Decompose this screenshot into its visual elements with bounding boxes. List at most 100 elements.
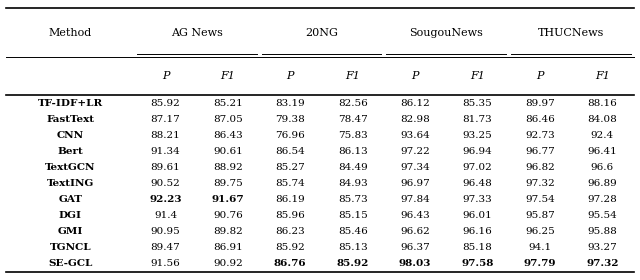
Text: 97.84: 97.84 — [400, 195, 430, 204]
Text: GMI: GMI — [58, 227, 83, 236]
Text: 97.32: 97.32 — [525, 179, 555, 188]
Text: 86.76: 86.76 — [274, 259, 307, 268]
Text: 76.96: 76.96 — [275, 131, 305, 140]
Text: F1: F1 — [595, 71, 610, 81]
Text: 92.23: 92.23 — [149, 195, 182, 204]
Text: 79.38: 79.38 — [275, 115, 305, 124]
Text: 85.21: 85.21 — [213, 99, 243, 108]
Text: 85.15: 85.15 — [338, 211, 367, 220]
Text: 86.23: 86.23 — [275, 227, 305, 236]
Text: P: P — [287, 71, 294, 81]
Text: 78.47: 78.47 — [338, 115, 367, 124]
Text: 85.13: 85.13 — [338, 243, 367, 252]
Text: 86.13: 86.13 — [338, 147, 367, 156]
Text: 97.79: 97.79 — [524, 259, 556, 268]
Text: 86.12: 86.12 — [400, 99, 430, 108]
Text: 93.64: 93.64 — [400, 131, 430, 140]
Text: 97.34: 97.34 — [400, 163, 430, 172]
Text: AG News: AG News — [171, 28, 223, 38]
Text: 97.58: 97.58 — [461, 259, 493, 268]
Text: SE-GCL: SE-GCL — [48, 259, 93, 268]
Text: 90.92: 90.92 — [213, 259, 243, 268]
Text: 86.43: 86.43 — [213, 131, 243, 140]
Text: F1: F1 — [470, 71, 485, 81]
Text: 85.74: 85.74 — [275, 179, 305, 188]
Text: 85.92: 85.92 — [337, 259, 369, 268]
Text: 85.18: 85.18 — [463, 243, 492, 252]
Text: 90.52: 90.52 — [150, 179, 180, 188]
Text: 90.76: 90.76 — [213, 211, 243, 220]
Text: F1: F1 — [345, 71, 360, 81]
Text: 97.54: 97.54 — [525, 195, 555, 204]
Text: 96.48: 96.48 — [463, 179, 492, 188]
Text: 98.03: 98.03 — [399, 259, 431, 268]
Text: 94.1: 94.1 — [529, 243, 552, 252]
Text: 96.94: 96.94 — [463, 147, 492, 156]
Text: 92.4: 92.4 — [591, 131, 614, 140]
Text: 91.34: 91.34 — [150, 147, 180, 156]
Text: 87.05: 87.05 — [213, 115, 243, 124]
Text: 83.19: 83.19 — [275, 99, 305, 108]
Text: 86.91: 86.91 — [213, 243, 243, 252]
Text: 93.25: 93.25 — [463, 131, 492, 140]
Text: DGI: DGI — [59, 211, 82, 220]
Text: 85.92: 85.92 — [275, 243, 305, 252]
Text: 90.95: 90.95 — [150, 227, 180, 236]
Text: 95.54: 95.54 — [588, 211, 617, 220]
Text: 96.89: 96.89 — [588, 179, 617, 188]
Text: GAT: GAT — [58, 195, 83, 204]
Text: 96.37: 96.37 — [400, 243, 430, 252]
Text: 91.56: 91.56 — [150, 259, 180, 268]
Text: 82.56: 82.56 — [338, 99, 367, 108]
Text: 82.98: 82.98 — [400, 115, 430, 124]
Text: 96.82: 96.82 — [525, 163, 555, 172]
Text: TGNCL: TGNCL — [49, 243, 91, 252]
Text: Method: Method — [49, 28, 92, 38]
Text: 86.54: 86.54 — [275, 147, 305, 156]
Text: P: P — [162, 71, 169, 81]
Text: 85.92: 85.92 — [150, 99, 180, 108]
Text: 96.62: 96.62 — [400, 227, 430, 236]
Text: TextGCN: TextGCN — [45, 163, 95, 172]
Text: 96.43: 96.43 — [400, 211, 430, 220]
Text: 91.67: 91.67 — [212, 195, 244, 204]
Text: FastText: FastText — [46, 115, 94, 124]
Text: 88.16: 88.16 — [588, 99, 617, 108]
Text: 97.22: 97.22 — [400, 147, 430, 156]
Text: 91.4: 91.4 — [154, 211, 177, 220]
Text: 96.6: 96.6 — [591, 163, 614, 172]
Text: 95.87: 95.87 — [525, 211, 555, 220]
Text: 85.73: 85.73 — [338, 195, 367, 204]
Text: 85.96: 85.96 — [275, 211, 305, 220]
Text: 84.93: 84.93 — [338, 179, 367, 188]
Text: 96.97: 96.97 — [400, 179, 430, 188]
Text: 88.21: 88.21 — [150, 131, 180, 140]
Text: TextING: TextING — [47, 179, 94, 188]
Text: 96.01: 96.01 — [463, 211, 492, 220]
Text: 87.17: 87.17 — [150, 115, 180, 124]
Text: 20NG: 20NG — [305, 28, 338, 38]
Text: 75.83: 75.83 — [338, 131, 367, 140]
Text: 93.27: 93.27 — [588, 243, 617, 252]
Text: 89.75: 89.75 — [213, 179, 243, 188]
Text: 85.35: 85.35 — [463, 99, 492, 108]
Text: 81.73: 81.73 — [463, 115, 492, 124]
Text: 85.27: 85.27 — [275, 163, 305, 172]
Text: P: P — [536, 71, 544, 81]
Text: 84.49: 84.49 — [338, 163, 367, 172]
Text: F1: F1 — [220, 71, 236, 81]
Text: 86.19: 86.19 — [275, 195, 305, 204]
Text: 86.46: 86.46 — [525, 115, 555, 124]
Text: 96.77: 96.77 — [525, 147, 555, 156]
Text: CNN: CNN — [57, 131, 84, 140]
Text: 97.32: 97.32 — [586, 259, 619, 268]
Text: 96.16: 96.16 — [463, 227, 492, 236]
Text: 89.47: 89.47 — [150, 243, 180, 252]
Text: THUCNews: THUCNews — [538, 28, 604, 38]
Text: 97.02: 97.02 — [463, 163, 492, 172]
Text: TF-IDF+LR: TF-IDF+LR — [38, 99, 103, 108]
Text: 95.88: 95.88 — [588, 227, 617, 236]
Text: SougouNews: SougouNews — [410, 28, 483, 38]
Text: 92.73: 92.73 — [525, 131, 555, 140]
Text: 88.92: 88.92 — [213, 163, 243, 172]
